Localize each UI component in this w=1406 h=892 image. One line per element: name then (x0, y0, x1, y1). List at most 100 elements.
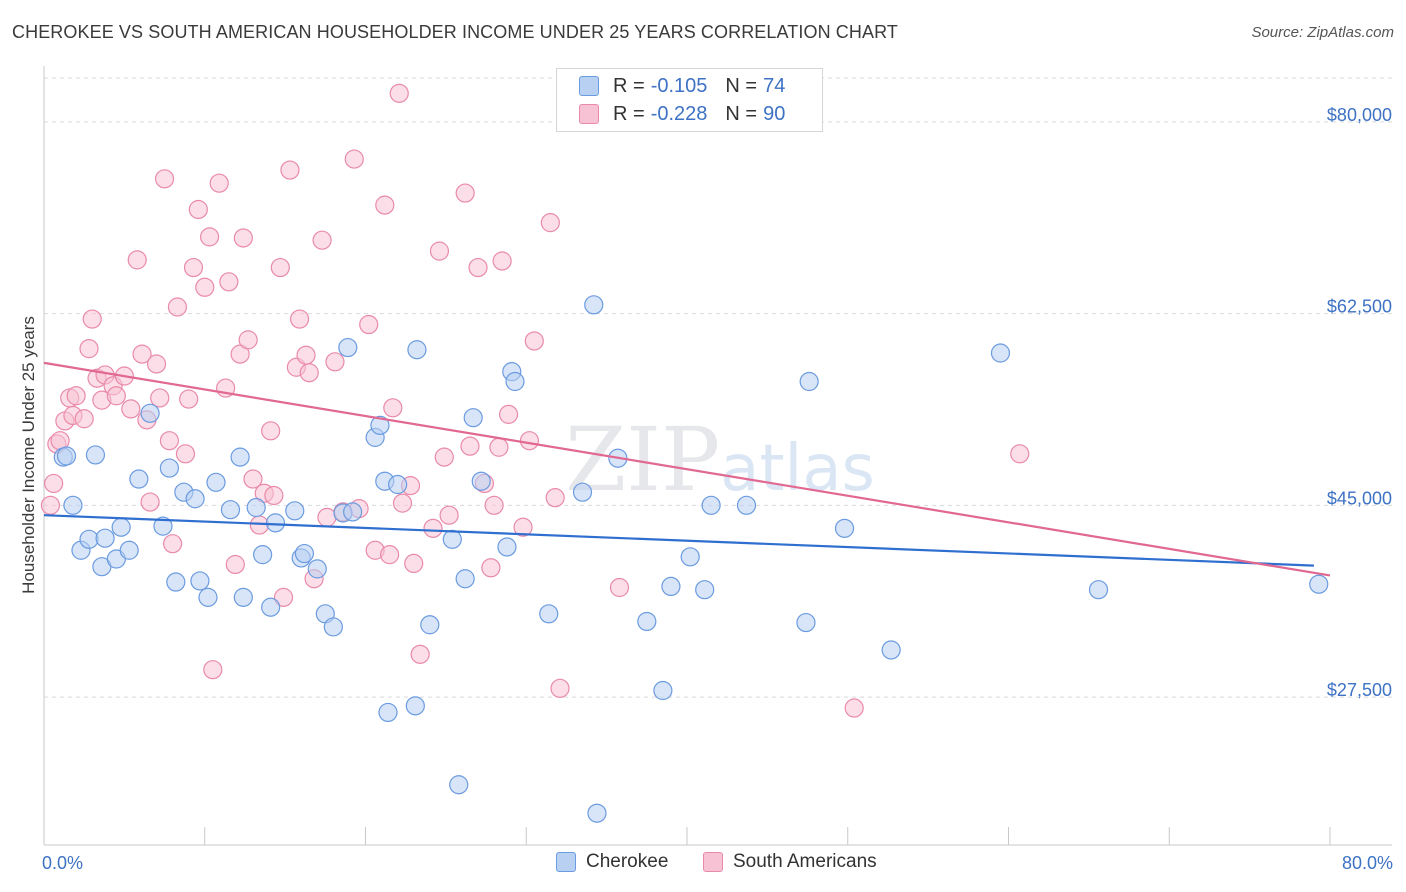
south-americans-point (317, 507, 337, 527)
n-label: N = (725, 74, 758, 97)
cherokee-point (253, 545, 273, 565)
cherokee-point (834, 518, 855, 538)
south-americans-point (44, 473, 64, 494)
cherokee-point (79, 529, 99, 549)
south-americans-point (238, 330, 258, 350)
cherokee-swatch (556, 852, 576, 872)
cherokee-point (637, 611, 657, 632)
south-americans-point (199, 227, 220, 247)
cherokee-point (166, 572, 186, 592)
cherokee-point (370, 415, 390, 435)
legend-row-cherokee: R = -0.105 N = 74 (579, 73, 785, 99)
cherokee-point (294, 543, 315, 564)
legend-label-cherokee: Cherokee (586, 851, 669, 872)
south-americans-point (150, 388, 170, 408)
south-americans-point (540, 213, 560, 233)
south-americans-point (270, 257, 290, 278)
south-americans-point (844, 698, 864, 718)
chart-title: CHEROKEE VS SOUTH AMERICAN HOUSEHOLDER I… (12, 22, 898, 42)
cherokee-point (343, 502, 363, 522)
legend-item-cherokee[interactable]: Cherokee (556, 851, 668, 873)
cherokee-point (463, 408, 483, 428)
cherokee-point (85, 445, 106, 465)
south-americans-point (121, 399, 141, 419)
cherokee-n-value: 74 (763, 74, 786, 97)
south-americans-point (429, 241, 450, 261)
south-americans-point (40, 495, 61, 515)
cherokee-point (190, 571, 210, 591)
cherokee-point (881, 640, 901, 660)
south-americans-point (1010, 444, 1030, 464)
cherokee-point (220, 500, 241, 520)
south-americans-swatch (703, 852, 723, 872)
south-americans-point (264, 485, 284, 506)
south-americans-point (154, 169, 175, 189)
south-americans-point (383, 398, 403, 418)
south-americans-r-value: -0.228 (650, 102, 708, 125)
cherokee-point (307, 559, 327, 579)
y-tick-label: $62,500 (1327, 297, 1392, 317)
cherokee-trend-line (43, 514, 1314, 567)
x-tick-label: 80.0% (1342, 853, 1393, 873)
cherokee-points (53, 295, 1329, 823)
south-americans-point (261, 421, 281, 441)
south-americans-point (455, 183, 475, 203)
cherokee-point (736, 495, 757, 515)
south-americans-point (513, 517, 533, 537)
legend-item-south-americans[interactable]: South Americans (703, 851, 877, 873)
cherokee-point (323, 617, 343, 637)
cherokee-point (265, 513, 286, 533)
south-americans-swatch (579, 104, 599, 124)
cherokee-point (449, 775, 469, 795)
cherokee-point (497, 537, 517, 557)
south-americans-point (79, 339, 99, 359)
cherokee-point (455, 569, 475, 589)
cherokee-point (246, 497, 266, 518)
cherokee-point (119, 540, 139, 560)
cherokee-point (140, 403, 160, 423)
south-americans-point (404, 553, 424, 574)
south-americans-point (203, 660, 223, 680)
watermark: ZIPatlas (565, 408, 875, 511)
south-americans-points (40, 83, 1030, 718)
south-americans-point (489, 437, 509, 457)
south-americans-point (434, 447, 454, 467)
legend-label-south-americans: South Americans (733, 851, 877, 872)
cherokee-point (695, 580, 715, 600)
south-americans-point (167, 297, 188, 317)
cherokee-point (572, 482, 593, 502)
south-americans-point (609, 577, 630, 598)
south-americans-point (492, 251, 512, 271)
cherokee-point (799, 371, 819, 392)
cherokee-point (420, 615, 440, 635)
r-label: R = (613, 74, 645, 97)
south-americans-point (127, 250, 147, 270)
cherokee-point (206, 472, 226, 492)
south-americans-point (140, 492, 160, 512)
south-americans-point (296, 345, 316, 365)
cherokee-point (388, 474, 408, 495)
y-tick-label: $45,000 (1327, 488, 1392, 508)
south-americans-point (545, 488, 565, 508)
south-americans-point (484, 495, 504, 515)
south-americans-point (380, 545, 400, 565)
south-americans-point (375, 195, 395, 215)
cherokee-point (153, 516, 173, 536)
source-credit: Source: ZipAtlas.com (1251, 24, 1394, 41)
y-axis-label: Householder Income Under 25 years (19, 316, 38, 594)
south-americans-point (132, 344, 152, 364)
cherokee-point (111, 517, 131, 537)
watermark-atlas: atlas (720, 432, 875, 506)
south-americans-point (410, 644, 430, 664)
south-americans-point (344, 149, 364, 169)
cherokee-point (407, 340, 427, 360)
south-americans-point (146, 354, 167, 374)
cherokee-point (471, 471, 491, 491)
cherokee-point (405, 696, 425, 716)
cherokee-point (129, 469, 149, 489)
south-americans-point (359, 314, 379, 335)
cherokee-r-value: -0.105 (650, 74, 708, 97)
cherokee-point (63, 495, 83, 515)
south-americans-point (550, 678, 570, 698)
correlation-legend: R = -0.105 N = 74 R = -0.228 N = 90 (556, 68, 823, 132)
